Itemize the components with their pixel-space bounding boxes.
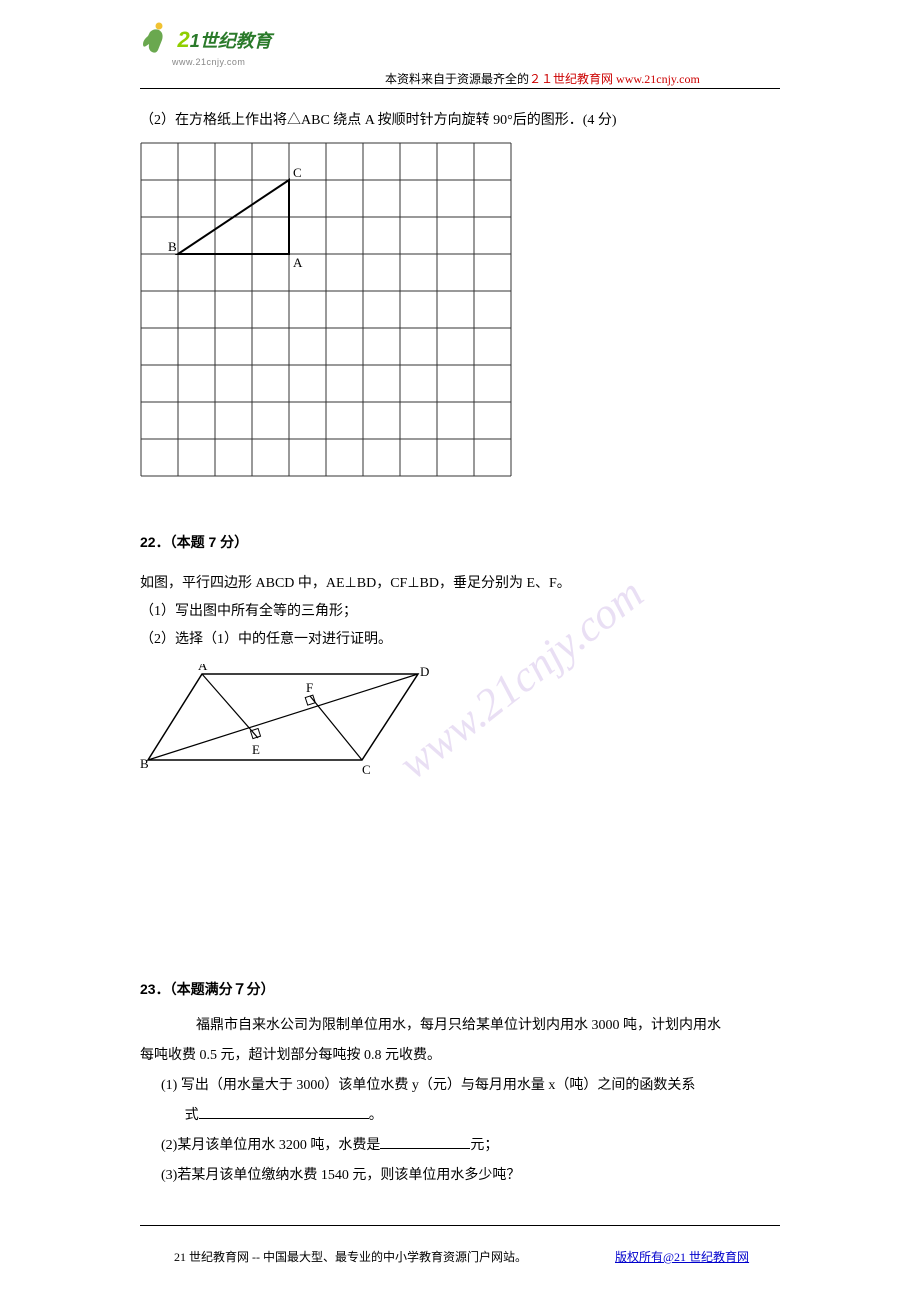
- header-url: www.21cnjy.com: [613, 72, 700, 86]
- logo-text: 21世纪教育: [178, 27, 272, 53]
- main-content: （2）在方格纸上作出将△ABC 绕点 A 按顺时针方向旋转 90°后的图形．(4…: [140, 110, 785, 1191]
- q23-item2-text: (2)某月该单位用水 3200 吨，水费是: [161, 1138, 380, 1153]
- q23-title: 23．（本题满分７分）: [140, 979, 785, 999]
- header-prefix: 本资料来自于资源最齐全的: [385, 72, 529, 86]
- logo-icon: [140, 20, 172, 59]
- q23-item2-suffix: 元；: [470, 1138, 498, 1153]
- logo-subtext: www.21cnjy.com: [172, 57, 280, 67]
- header-source-note: 本资料来自于资源最齐全的２１世纪教育网 www.21cnjy.com: [385, 70, 700, 87]
- footer-divider: [140, 1225, 780, 1226]
- q23-item1-a: (1) 写出（用水量大于 3000）该单位水费 y（元）与每月用水量 x（吨）之…: [140, 1071, 785, 1101]
- q23-item2: (2)某月该单位用水 3200 吨，水费是 元；: [140, 1131, 785, 1161]
- svg-text:A: A: [293, 255, 303, 270]
- q23-para-line2: 每吨收费 0.5 元，超计划部分每吨按 0.8 元收费。: [140, 1041, 785, 1071]
- svg-text:C: C: [362, 762, 371, 777]
- svg-text:D: D: [420, 664, 429, 679]
- svg-text:E: E: [252, 742, 260, 757]
- q23-blank1: [199, 1118, 369, 1119]
- footer-text: 21 世纪教育网 -- 中国最大型、最专业的中小学教育资源门户网站。: [174, 1248, 527, 1265]
- svg-text:A: A: [198, 664, 208, 673]
- q23-item1-suffix: 。: [369, 1108, 383, 1123]
- q21-instruction: （2）在方格纸上作出将△ABC 绕点 A 按顺时针方向旋转 90°后的图形．(4…: [140, 110, 785, 132]
- q23-blank2: [380, 1148, 470, 1149]
- footer-copyright-link[interactable]: 版权所有@21 世纪教育网: [615, 1248, 749, 1265]
- q22-statement: 如图，平行四边形 ABCD 中，AE⊥BD，CF⊥BD，垂足分别为 E、F。: [140, 570, 785, 598]
- header-highlight: ２１世纪教育网: [529, 72, 613, 86]
- q23-item3: (3)若某月该单位缴纳水费 1540 元，则该单位用水多少吨？: [140, 1161, 785, 1191]
- svg-text:C: C: [293, 165, 302, 180]
- header-divider: [140, 88, 780, 89]
- q22-sub1: （1）写出图中所有全等的三角形；: [140, 598, 785, 626]
- q23-item1-b: 式。: [140, 1101, 785, 1131]
- q23-para-text-a: 福鼎市自来水公司为限制单位用水，每月只给某单位计划内用水 3000 吨，计划内用…: [168, 1018, 721, 1033]
- q23-paragraph: 福鼎市自来水公司为限制单位用水，每月只给某单位计划内用水 3000 吨，计划内用…: [140, 1011, 785, 1041]
- svg-text:B: B: [168, 239, 177, 254]
- svg-text:B: B: [140, 756, 149, 771]
- q21-grid-figure: A B C: [140, 142, 785, 482]
- q22-sub2: （2）选择（1）中的任意一对进行证明。: [140, 626, 785, 654]
- q22-figure: A B C D E F: [140, 664, 785, 789]
- q22-title: 22．（本题 7 分）: [140, 532, 785, 552]
- q23-item1-b-text: 式: [185, 1108, 199, 1123]
- svg-text:F: F: [306, 680, 313, 695]
- site-logo: 21世纪教育 www.21cnjy.com: [140, 20, 280, 65]
